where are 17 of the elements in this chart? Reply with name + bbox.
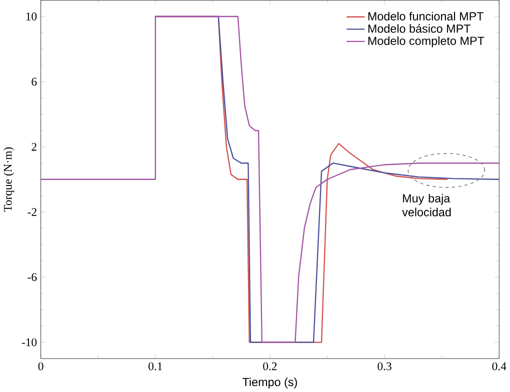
x-tick-label: 0.1 [148,362,162,370]
x-tick-label: 0.3 [378,362,392,370]
legend-label: Modelo básico MPT [368,24,470,33]
x-tick-label: 0.2 [263,362,277,370]
x-tick-label: 0.4 [492,362,506,370]
y-tick-label: -10 [22,338,37,346]
legend-label: Modelo funcional MPT [368,12,484,20]
y-axis-title: Torque (N·m) [4,147,14,212]
y-tick-label: -2 [28,208,36,216]
y-tick-label: 2 [32,142,36,151]
y-tick-label: -6 [28,273,37,282]
x-axis-title: Tiempo (s) [242,378,297,388]
legend-label: Modelo completo MPT [368,36,484,48]
x-tick-label: 0 [38,362,44,370]
y-tick-label: 6 [32,78,37,86]
y-tick-label: 10 [26,12,37,20]
annotation: Muy baja velocidad [402,194,451,216]
